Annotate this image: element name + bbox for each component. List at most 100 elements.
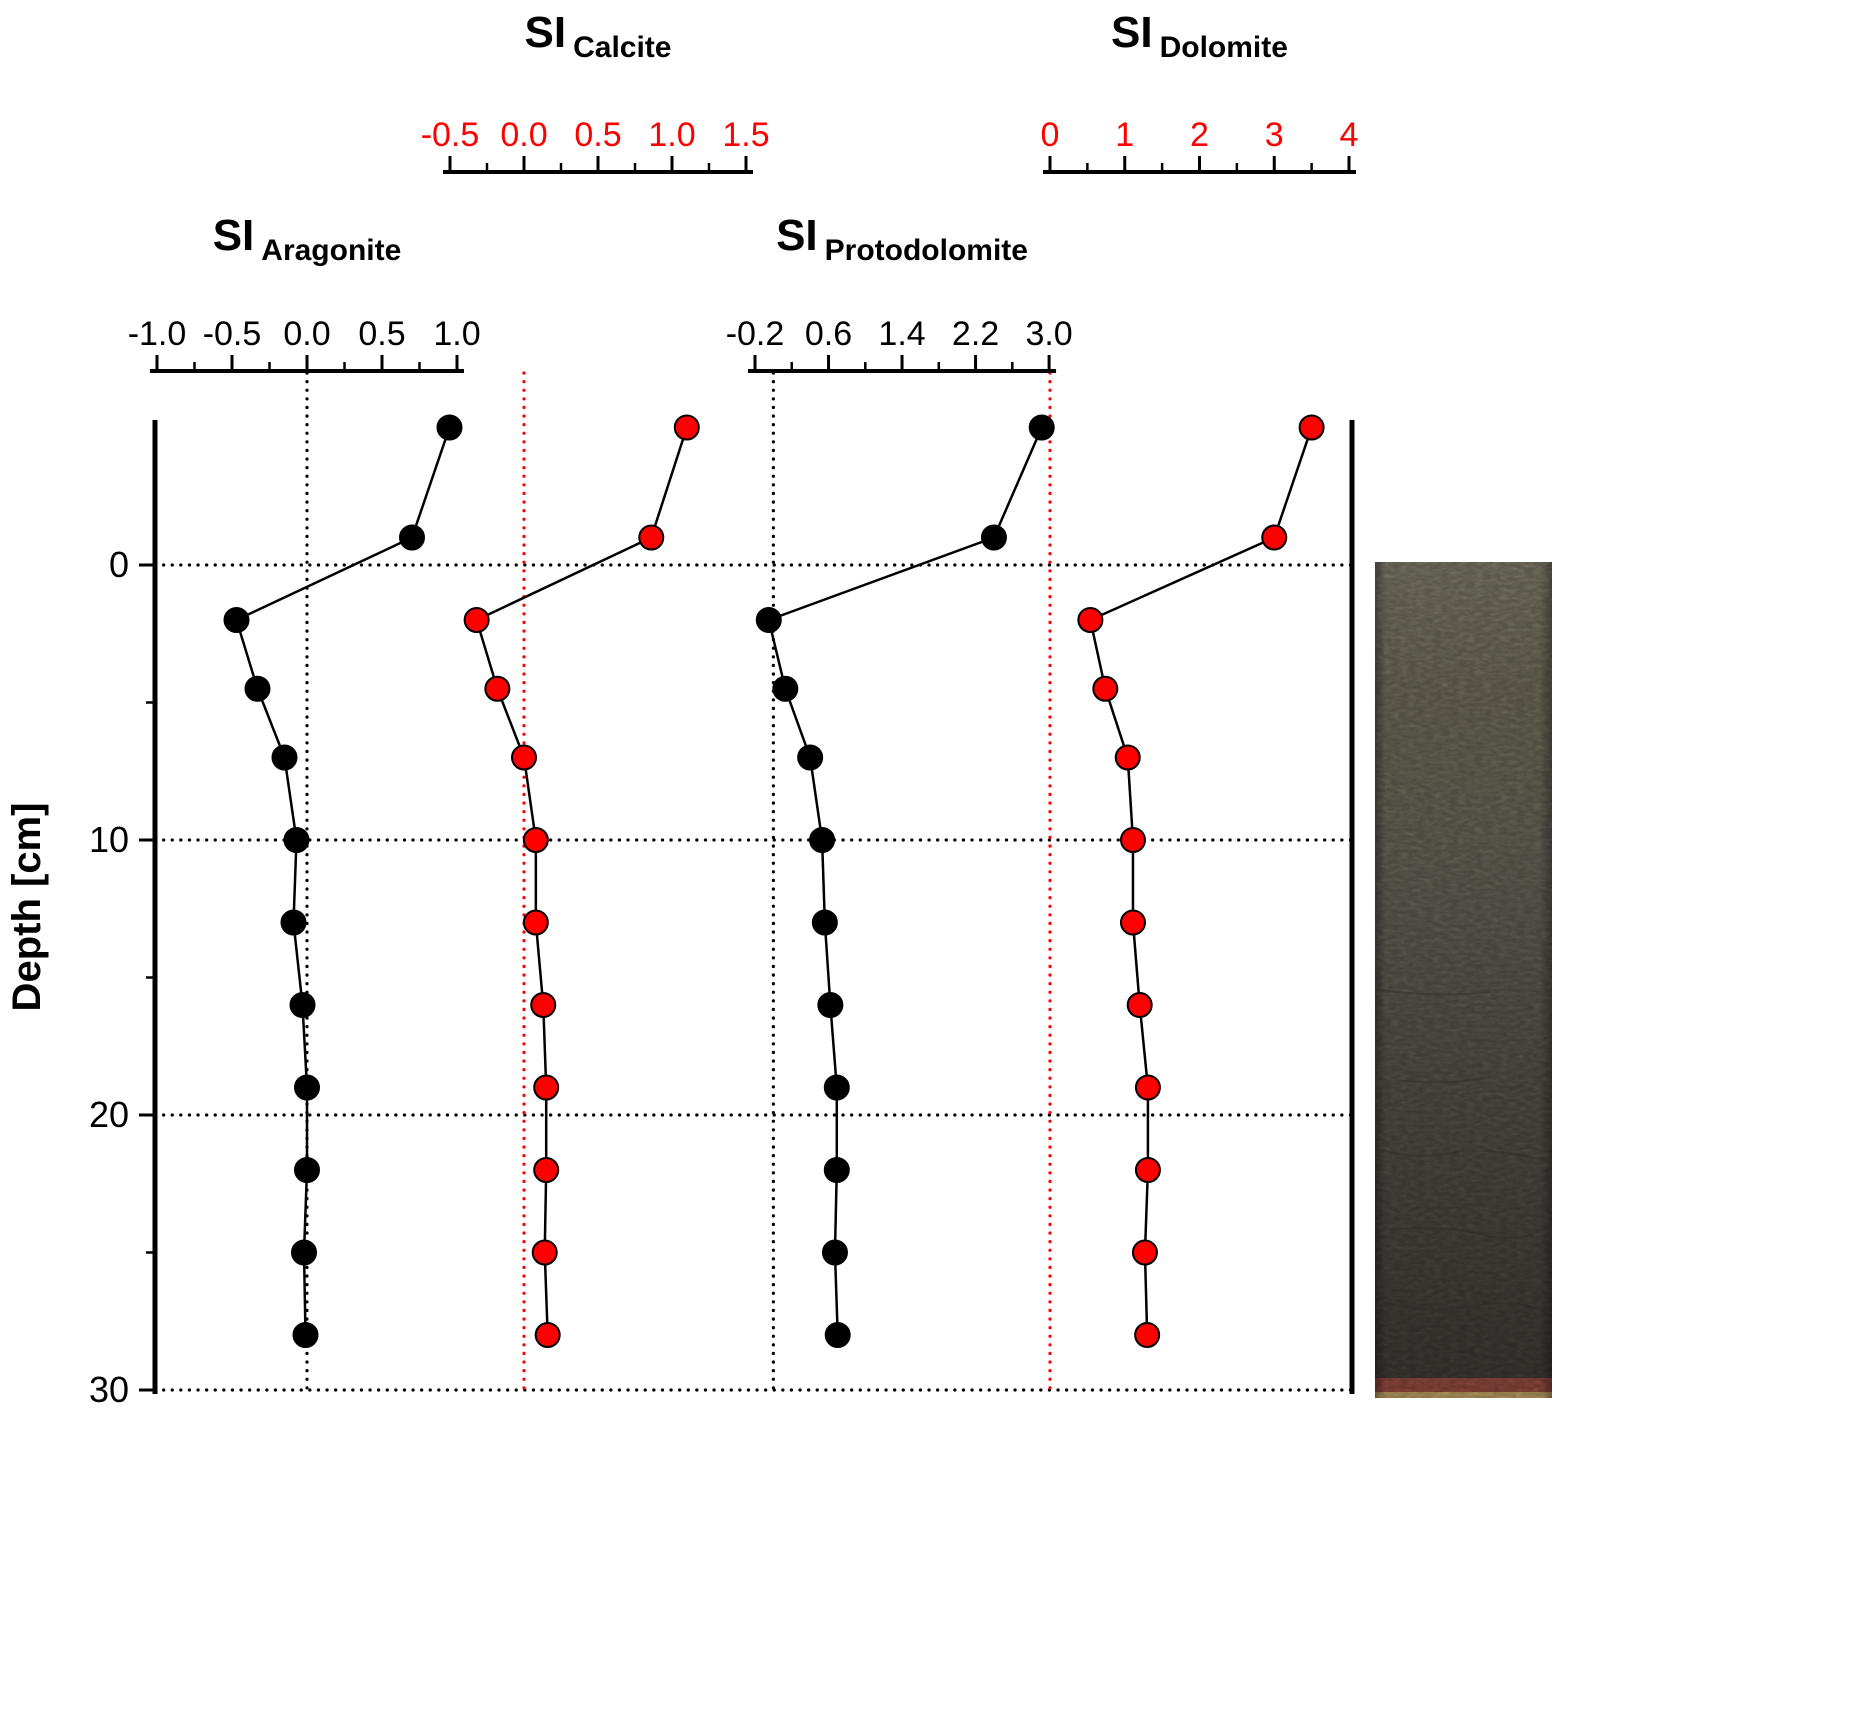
data-point-aragonite [223,607,250,633]
data-point-aragonite [292,1322,319,1348]
data-point-aragonite [436,414,463,441]
axis-dolomite: 0 1 2 3 4 SI Dolomite [1041,8,1359,174]
series-aragonite [223,414,463,1348]
data-point-calcite [673,414,700,441]
data-point-aragonite [294,1074,320,1101]
data-point-dolomite [1131,1239,1158,1266]
data-point-aragonite [291,1239,317,1266]
tick-label: -0.5 [421,116,480,154]
data-point-dolomite [1298,414,1325,441]
data-point-aragonite [399,524,425,551]
render-root: -1.0 -0.5 0.0 0.5 1.0 SI Aragonite -0.5 0.0 0.5 1.… [5,8,1552,1410]
data-point-dolomite [1134,1322,1161,1348]
core-edge-shading [1375,562,1552,1398]
core-crack [1384,1301,1546,1313]
axis-protodolomite: -0.2 0.6 1.4 2.2 3.0 SI Protodolomite [726,211,1073,373]
data-point-aragonite [271,744,298,771]
core-crack [1379,989,1491,996]
data-point-protodolomite [772,675,799,702]
data-point-aragonite [289,992,316,1018]
series-line-protodolomite [767,427,1043,1336]
core-crack [1381,1149,1548,1162]
tick-label: 2 [1190,116,1209,154]
data-point-protodolomite [824,1322,851,1348]
tick-label: 0.0 [283,315,330,353]
tick-label: 3 [1265,116,1284,154]
data-point-dolomite [1077,607,1104,633]
tick-label: 1.0 [433,315,480,353]
data-point-calcite [534,1322,561,1348]
axis-aragonite: -1.0 -0.5 0.0 0.5 1.0 SI Aragonite [128,211,481,373]
tick-label: 0.0 [500,116,547,154]
data-point-dolomite [1114,744,1141,771]
data-point-protodolomite [1028,414,1055,441]
axis-title-dolomite: SI Dolomite [1111,8,1288,64]
tick-label: 1 [1115,116,1134,154]
data-point-protodolomite [809,827,836,853]
data-point-calcite [533,1157,560,1183]
depth-axis: 0 10 20 30 Depth [cm] [5,420,1355,1410]
y-axis-label: Depth [cm] [5,803,49,1012]
tick-label: 1.5 [722,116,769,154]
data-point-calcite [638,524,665,551]
data-point-dolomite [1134,1074,1161,1101]
data-point-calcite [463,607,490,633]
depth-tick-label: 10 [89,819,129,860]
depth-tick-label: 0 [109,544,129,585]
series-line-dolomite [1088,427,1313,1336]
series-dolomite [1077,414,1325,1348]
tick-label: 1.4 [878,315,925,353]
tick-label: -0.5 [203,315,262,353]
data-point-aragonite [280,909,307,936]
axis-title-aragonite: SI Aragonite [213,211,402,267]
data-point-protodolomite [980,524,1007,551]
series-line-aragonite [234,427,451,1336]
tick-label: 4 [1340,116,1359,154]
data-point-protodolomite [823,1157,850,1183]
data-point-calcite [522,909,549,936]
series-protodolomite [755,414,1055,1348]
tick-label: 1.0 [648,116,695,154]
tick-label: -1.0 [128,315,187,353]
data-point-aragonite [283,827,310,853]
data-point-protodolomite [817,992,844,1018]
data-point-dolomite [1119,909,1146,936]
data-point-aragonite [294,1157,320,1183]
data-point-protodolomite [823,1074,850,1101]
data-point-calcite [533,1074,560,1101]
depth-tick-label: 30 [89,1369,129,1410]
tick-label: 0.5 [358,315,405,353]
data-point-protodolomite [821,1239,848,1266]
tick-label: -0.2 [726,315,785,353]
tick-label: 0.6 [805,315,852,353]
tick-label: 0.5 [574,116,621,154]
data-point-dolomite [1134,1157,1161,1183]
core-photo [1375,562,1552,1398]
data-point-protodolomite [811,909,838,936]
core-crack [1389,1226,1541,1240]
axis-title-protodolomite: SI Protodolomite [776,211,1028,267]
data-point-calcite [531,1239,558,1266]
axis-title-calcite: SI Calcite [525,8,672,64]
data-point-calcite [522,827,549,853]
tick-label: 2.2 [952,315,999,353]
tick-label: 3.0 [1025,315,1072,353]
data-point-calcite [484,675,511,702]
data-point-protodolomite [755,607,782,633]
series-calcite [463,414,700,1348]
data-point-protodolomite [797,744,824,771]
axis-calcite: -0.5 0.0 0.5 1.0 1.5 SI Calcite [421,8,770,174]
core-crack [1394,1077,1486,1084]
tick-label: 0 [1041,116,1060,154]
data-point-aragonite [244,675,271,702]
data-point-dolomite [1261,524,1288,551]
data-point-dolomite [1126,992,1153,1018]
data-point-calcite [530,992,557,1018]
depth-tick-label: 20 [89,1094,129,1135]
data-point-dolomite [1119,827,1146,853]
data-point-calcite [511,744,537,771]
series-line-calcite [475,427,688,1336]
data-point-dolomite [1092,675,1119,702]
